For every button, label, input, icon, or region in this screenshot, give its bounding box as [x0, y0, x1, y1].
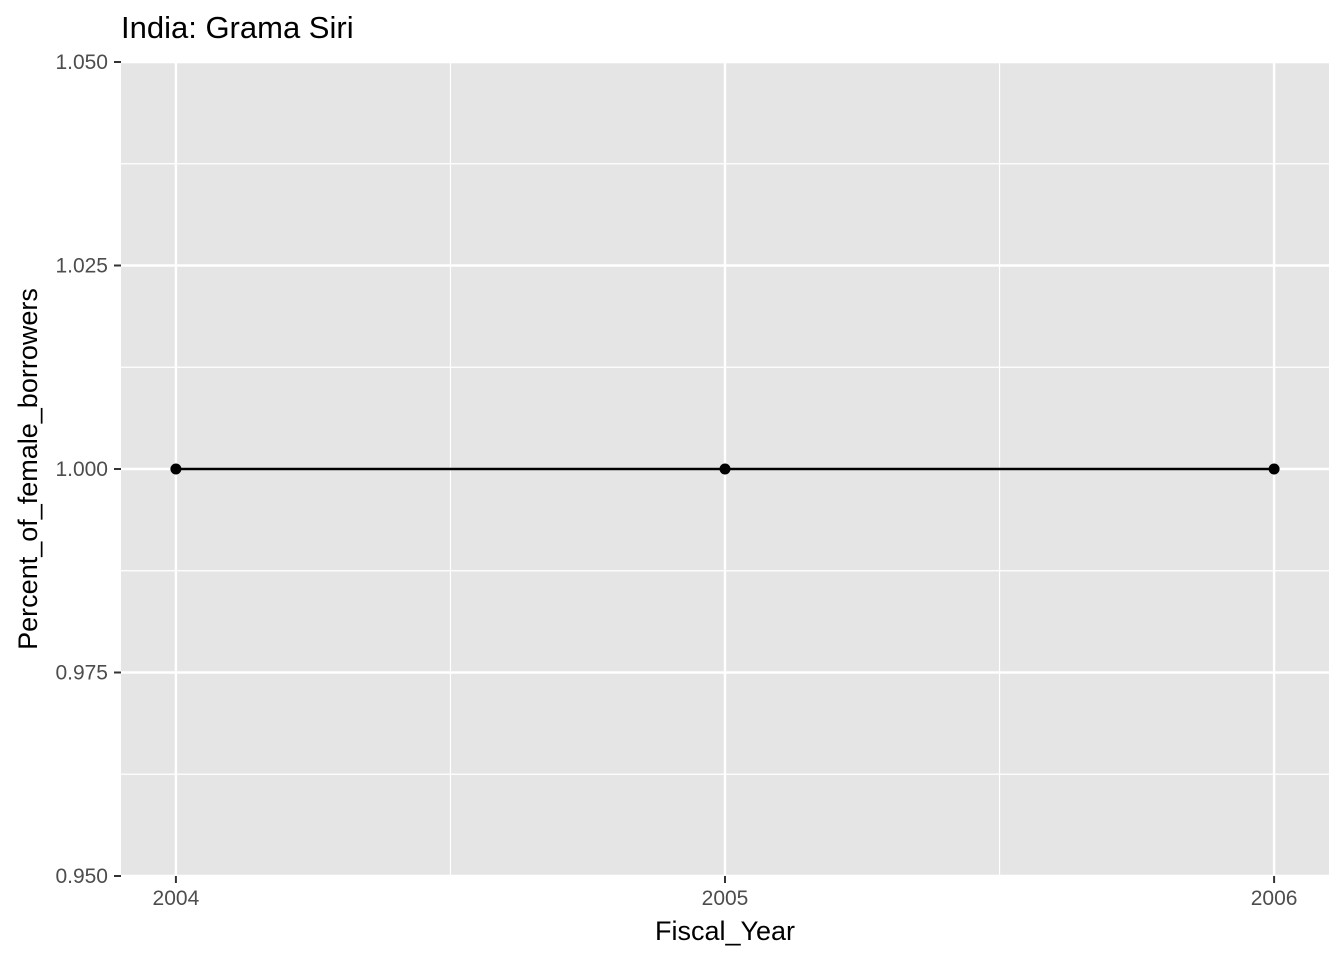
y-tick-label: 0.950: [55, 865, 108, 888]
y-tick-label: 1.025: [55, 255, 108, 278]
x-tick-label: 2005: [702, 887, 749, 910]
series-layer: [170, 463, 1280, 475]
x-axis: 2004 2005 2006: [153, 876, 1298, 910]
x-tick-label: 2006: [1251, 887, 1298, 910]
y-axis: 0.950 0.975 1.000 1.025 1.050: [55, 51, 121, 888]
y-tick-label: 1.000: [55, 458, 108, 481]
y-tick-label: 0.975: [55, 662, 108, 685]
x-tick-label: 2004: [153, 887, 200, 910]
data-point: [170, 463, 182, 475]
data-point: [719, 463, 731, 475]
chart-title: India: Grama Siri: [121, 10, 354, 45]
x-axis-title: Fiscal_Year: [655, 916, 795, 946]
y-axis-title: Percent_of_female_borrowers: [13, 288, 43, 650]
y-tick-label: 1.050: [55, 51, 108, 74]
data-point: [1268, 463, 1280, 475]
